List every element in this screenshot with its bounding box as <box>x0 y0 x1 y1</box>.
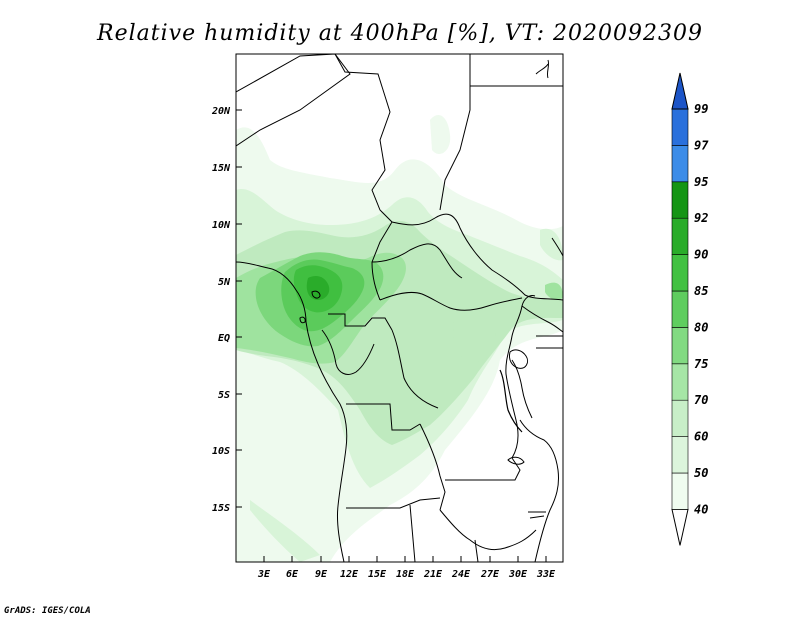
colorbar-upper-extension <box>671 72 689 110</box>
colorbar-swatch <box>671 145 689 183</box>
colorbar-swatch <box>671 217 689 255</box>
country-borders <box>236 54 563 562</box>
lat-axis: 20N 15N 10N 5N EQ 5S 10S 15S <box>211 106 242 514</box>
lon-label-18e: 18E <box>396 569 415 580</box>
map-frame <box>235 53 564 563</box>
lon-label-30e: 30E <box>508 569 528 580</box>
colorbar-lower-extension <box>671 508 689 546</box>
lon-label-9e: 9E <box>315 569 328 580</box>
lat-label-10s: 10S <box>212 446 230 457</box>
colorbar-label: 75 <box>694 357 708 371</box>
colorbar-swatch <box>671 327 689 365</box>
lon-label-21e: 21E <box>423 569 443 580</box>
grads-credit: GrADS: IGES/COLA <box>4 606 91 616</box>
lat-label-10n: 10N <box>212 220 231 231</box>
lat-label-20n: 20N <box>211 106 231 117</box>
lon-label-12e: 12E <box>340 569 359 580</box>
colorbar: 40 50 60 70 75 80 85 90 92 95 97 99 <box>671 72 709 546</box>
lon-label-3e: 3E <box>257 569 271 580</box>
colorbar-label: 60 <box>694 430 708 444</box>
lat-label-eq: EQ <box>218 333 230 344</box>
lon-label-6e: 6E <box>286 569 299 580</box>
colorbar-label: 92 <box>694 211 708 225</box>
colorbar-swatch <box>671 472 689 510</box>
colorbar-label: 40 <box>694 502 708 516</box>
colorbar-swatch <box>671 399 689 437</box>
colorbar-label: 50 <box>694 466 708 480</box>
lat-label-15s: 15S <box>212 503 230 514</box>
colorbar-swatch <box>671 254 689 292</box>
map-area <box>236 54 563 562</box>
colorbar-label: 85 <box>694 284 708 298</box>
colorbar-label: 97 <box>694 138 709 152</box>
colorbar-swatch <box>671 436 689 474</box>
lon-label-33e: 33E <box>536 569 556 580</box>
colorbar-label: 80 <box>694 320 708 334</box>
colorbar-label: 99 <box>694 102 708 116</box>
colorbar-label: 90 <box>694 248 708 262</box>
lon-axis: 3E 6E 9E 12E 15E 18E 21E 24E 27E 30E 33E <box>257 556 556 580</box>
lon-label-27e: 27E <box>480 569 500 580</box>
humidity-field <box>236 115 563 562</box>
colorbar-swatch <box>671 108 689 146</box>
lon-label-15e: 15E <box>368 569 387 580</box>
lon-label-24e: 24E <box>451 569 471 580</box>
colorbar-label: 70 <box>694 393 708 407</box>
lat-label-15n: 15N <box>212 163 231 174</box>
colorbar-label: 95 <box>694 175 708 189</box>
colorbar-swatch <box>671 181 689 219</box>
colorbar-swatch <box>671 363 689 401</box>
colorbar-swatch <box>671 290 689 328</box>
chart-title: Relative humidity at 400hPa [%], VT: 202… <box>96 21 703 46</box>
lat-label-5s: 5S <box>218 390 230 401</box>
lat-label-5n: 5N <box>218 277 231 288</box>
